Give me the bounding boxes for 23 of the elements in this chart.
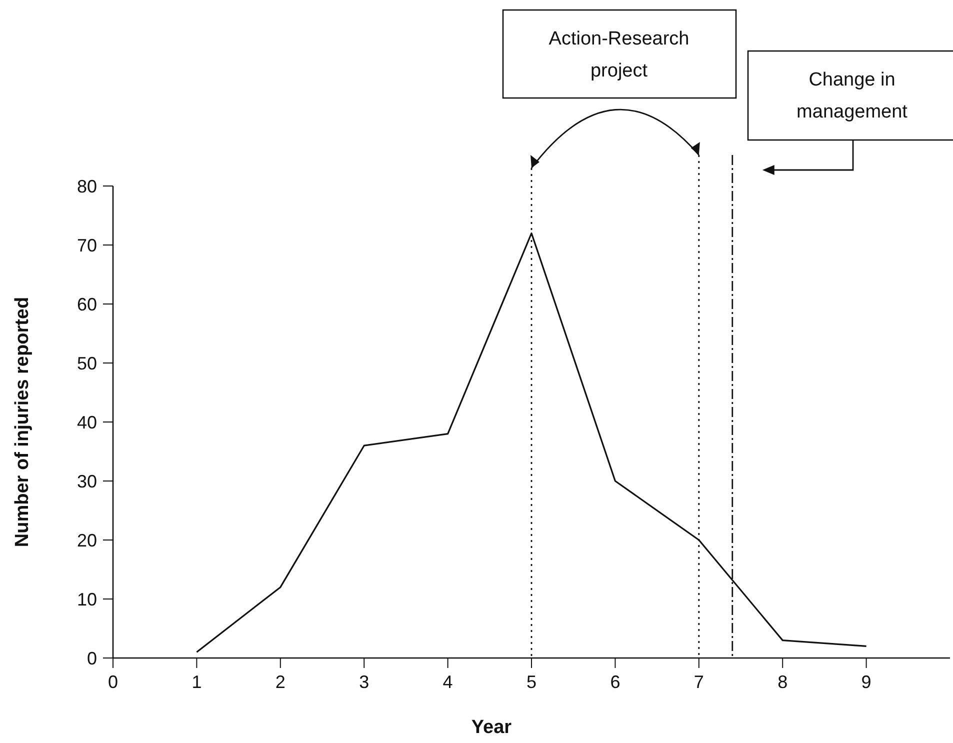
y-tick-label: 20 bbox=[76, 530, 97, 550]
x-tick-label: 4 bbox=[442, 672, 453, 692]
x-tick-label: 6 bbox=[610, 672, 620, 692]
y-axis-title: Number of injuries reported bbox=[12, 296, 33, 548]
y-tick-label: 50 bbox=[76, 353, 97, 374]
x-tick-label: 8 bbox=[778, 672, 788, 692]
x-tick-label: 9 bbox=[861, 672, 872, 692]
x-tick-label: 7 bbox=[694, 672, 704, 692]
x-tick-label: 2 bbox=[275, 672, 286, 692]
y-tick-label: 60 bbox=[76, 294, 97, 314]
x-axis-title: Year bbox=[471, 717, 512, 738]
y-tick-label: 0 bbox=[86, 648, 97, 668]
x-tick-label: 3 bbox=[359, 672, 370, 692]
y-tick-label: 10 bbox=[76, 589, 97, 610]
y-tick-label: 70 bbox=[76, 235, 97, 256]
text: Action-Research project bbox=[548, 28, 690, 82]
y-tick-label: 80 bbox=[76, 176, 97, 196]
x-tick-label: 1 bbox=[192, 672, 202, 692]
x-tick-label: 0 bbox=[108, 672, 118, 692]
y-tick-label: 30 bbox=[76, 471, 97, 492]
y-tick-label: 40 bbox=[76, 412, 97, 432]
x-tick-label: 5 bbox=[526, 672, 537, 692]
ref-line-label: Change in management bbox=[796, 70, 908, 123]
